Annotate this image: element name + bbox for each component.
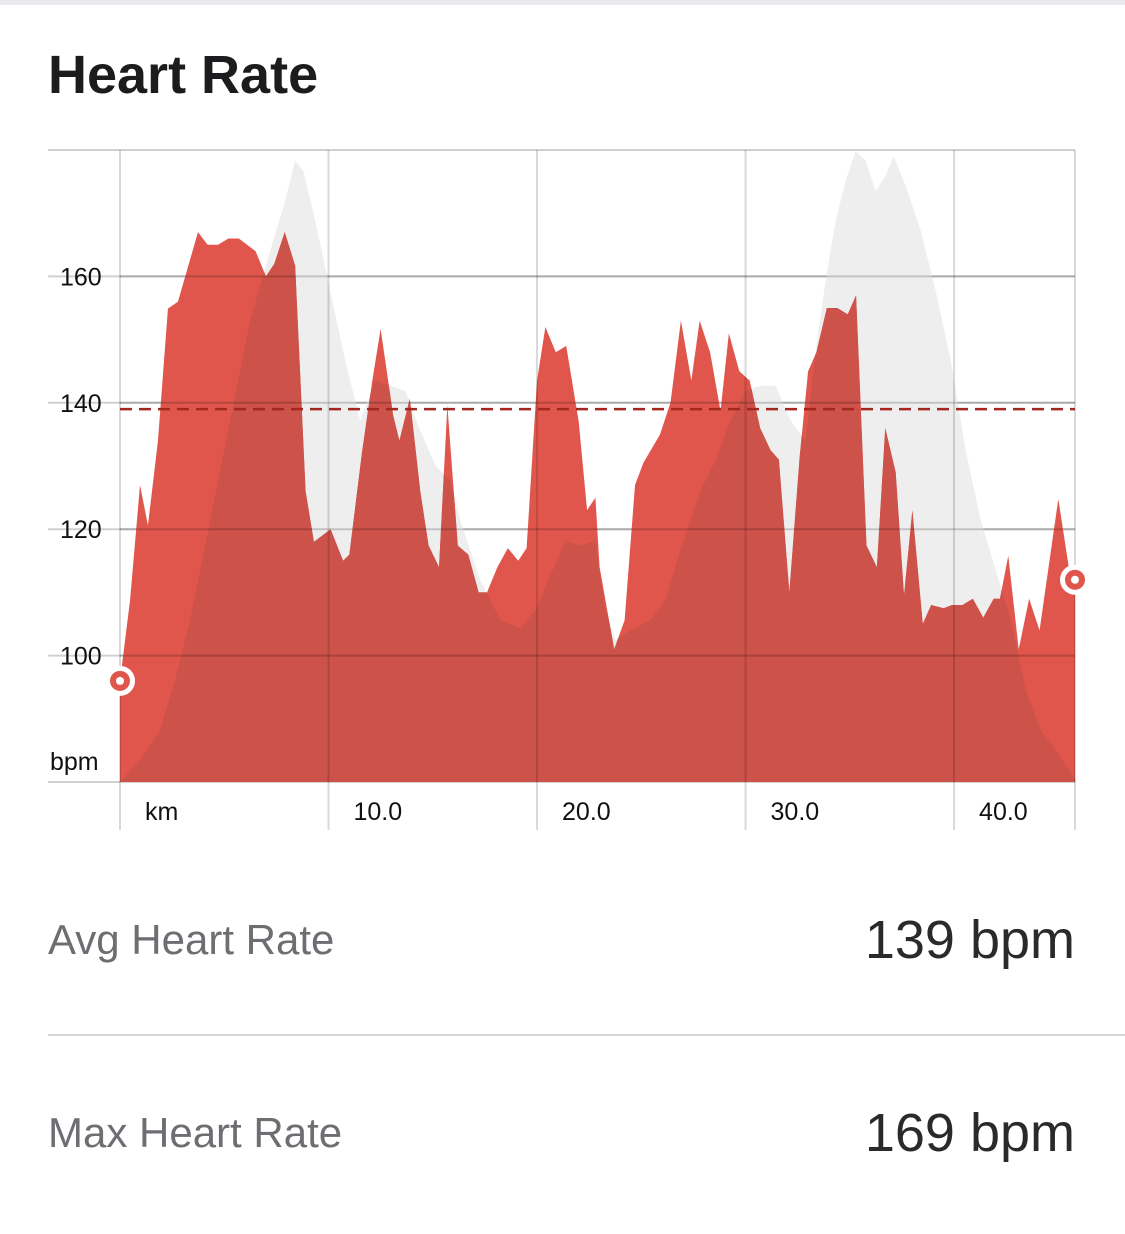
divider bbox=[48, 1034, 1125, 1036]
heart-rate-chart[interactable]: 100 120 140 160 bpm km 10.0 20.0 30.0 40.0 bbox=[0, 140, 1125, 840]
y-axis-unit-label: bpm bbox=[50, 748, 99, 776]
x-tick-label: 10.0 bbox=[354, 798, 403, 826]
y-tick-label: 100 bbox=[60, 643, 102, 671]
x-tick-label: 30.0 bbox=[771, 798, 820, 826]
overlap-area bbox=[120, 232, 1075, 782]
avg-heart-rate-label: Avg Heart Rate bbox=[48, 916, 335, 963]
x-tick-label: 20.0 bbox=[562, 798, 611, 826]
start-marker-center bbox=[116, 676, 124, 685]
y-tick-label: 140 bbox=[60, 390, 102, 418]
avg-heart-rate-row: Avg Heart Rate 139 bpm bbox=[48, 890, 1075, 990]
avg-heart-rate-value: 139 bpm bbox=[864, 910, 1075, 970]
x-tick-label: km bbox=[145, 798, 178, 826]
y-tick-label: 120 bbox=[60, 516, 102, 544]
top-bar bbox=[0, 0, 1125, 5]
page-title: Heart Rate bbox=[48, 45, 319, 105]
max-heart-rate-label: Max Heart Rate bbox=[48, 1109, 343, 1156]
end-marker bbox=[1060, 564, 1090, 595]
start-marker bbox=[105, 665, 135, 696]
max-heart-rate-row: Max Heart Rate 169 bpm bbox=[48, 1083, 1075, 1183]
x-tick-label: 40.0 bbox=[979, 798, 1028, 826]
y-tick-label: 160 bbox=[60, 263, 102, 291]
end-marker-center bbox=[1071, 575, 1079, 584]
max-heart-rate-value: 169 bpm bbox=[864, 1103, 1075, 1163]
